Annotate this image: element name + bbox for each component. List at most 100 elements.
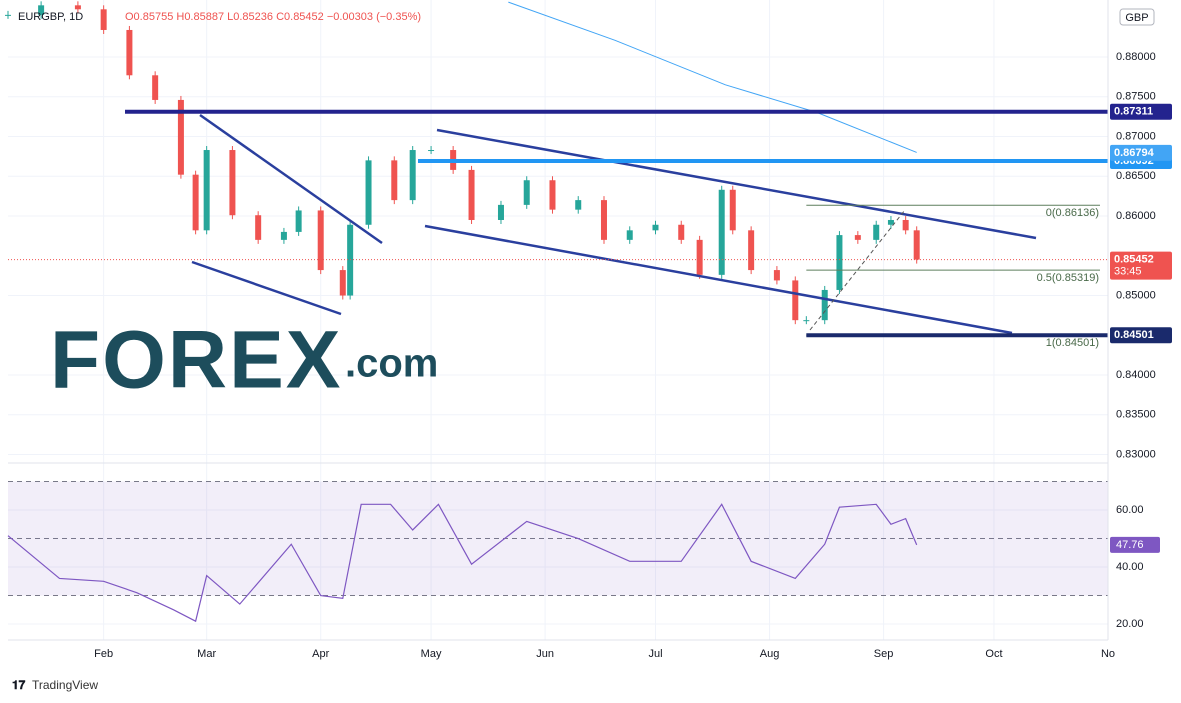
candle [729, 189, 736, 231]
y-tick-label: 0.83500 [1116, 409, 1156, 421]
fib-label: 0.5(0.85319) [1037, 272, 1099, 284]
candle [696, 239, 703, 275]
price-tag-label: 0.85452 [1114, 253, 1154, 265]
x-tick-label: Apr [312, 648, 329, 660]
candle [203, 150, 210, 231]
candle [152, 75, 159, 100]
ohlc: O0.85755 H0.85887 L0.85236 C0.85452 −0.0… [125, 11, 421, 23]
candle [549, 180, 556, 210]
candle [255, 215, 262, 240]
x-tick-label: Jul [648, 648, 662, 660]
y-tick-label: 0.84000 [1116, 369, 1156, 381]
trend-line [191, 260, 342, 316]
currency: GBP [1125, 12, 1148, 24]
rsi-tag-label: 47.76 [1116, 539, 1144, 551]
logo: FOREX [50, 315, 342, 406]
svg-text:𝟏𝟕: 𝟏𝟕 [12, 678, 26, 692]
rsi-tag [1110, 536, 1160, 553]
price-tag [1110, 103, 1172, 120]
trend-line [199, 113, 383, 245]
overlays: 0(0.86136) 0.5(0.85319) 1(0.84501) 0.87311 0… [8, 103, 1172, 553]
candle [365, 160, 372, 225]
candle [497, 204, 504, 220]
x-tick-label: Feb [94, 648, 113, 660]
candle [854, 235, 861, 240]
candle [409, 150, 416, 201]
candle [280, 231, 287, 240]
candle [748, 230, 755, 271]
candle [902, 219, 909, 231]
candle [718, 189, 725, 275]
candle [126, 29, 133, 76]
price-tag-label: 0.86794 [1114, 147, 1155, 159]
marks [5, 1, 920, 623]
x-tick-label: Oct [985, 648, 1002, 660]
candle [428, 150, 435, 152]
candle [575, 200, 582, 210]
candle [100, 9, 107, 30]
rsi-tick-label: 40.00 [1116, 561, 1144, 573]
candle [295, 210, 302, 232]
candle [792, 280, 799, 321]
candle [626, 230, 633, 240]
price-tag [1110, 327, 1172, 344]
candle [523, 180, 530, 205]
candle [74, 5, 81, 10]
candle [347, 224, 354, 296]
candle [600, 200, 607, 240]
candle [873, 224, 880, 240]
y-tick-label: 0.86500 [1116, 170, 1156, 182]
symbol: EURGBP, 1D [18, 11, 83, 23]
x-tick-label: No [1101, 648, 1115, 660]
footer: TradingView [32, 678, 98, 692]
logo-suffix: .com [345, 342, 438, 386]
candle [821, 289, 828, 321]
rsi-tick-label: 20.00 [1116, 618, 1144, 630]
candle [38, 5, 45, 15]
fib-label: 0(0.86136) [1046, 207, 1099, 219]
candle [5, 14, 11, 16]
price-tag [1110, 144, 1172, 161]
candle [317, 210, 324, 271]
rsi-tick-label: 60.00 [1116, 504, 1144, 516]
candle [391, 160, 398, 201]
rsi-band [8, 481, 1108, 596]
y-tick-label: 0.87000 [1116, 130, 1156, 142]
candle [339, 270, 346, 296]
candle [678, 224, 685, 240]
price-tag-label: 0.87311 [1114, 106, 1153, 118]
x-tick-label: Aug [760, 648, 780, 660]
x-tick-label: May [421, 648, 442, 660]
candle [177, 99, 184, 175]
y-tick-label: 0.86000 [1116, 210, 1156, 222]
y-tick-label: 0.85000 [1116, 289, 1156, 301]
candle [773, 270, 780, 281]
y-tick-label: 0.83000 [1116, 448, 1156, 460]
candle [468, 169, 475, 220]
x-tick-label: Mar [197, 648, 216, 660]
price-tag-label: 0.84501 [1114, 329, 1154, 341]
candle [229, 150, 236, 216]
candle [913, 230, 920, 260]
trend-line [424, 224, 1013, 335]
candle [652, 224, 659, 231]
fib-trend [809, 209, 906, 331]
fib-label: 1(0.84501) [1046, 337, 1099, 349]
x-tick-label: Sep [874, 648, 894, 660]
y-tick-label: 0.88000 [1116, 51, 1156, 63]
x-tick-label: Jun [536, 648, 554, 660]
y-tick-label: 0.87500 [1116, 91, 1156, 103]
candle [887, 219, 894, 225]
candle [192, 174, 199, 231]
trend-line [436, 128, 1037, 240]
rsi-line [7, 503, 918, 623]
trend-lines [191, 113, 1037, 335]
candle [836, 235, 843, 290]
sma-line [508, 1, 917, 153]
currency-box [1119, 8, 1155, 26]
price-tag [1110, 251, 1172, 280]
countdown: 33:45 [1114, 265, 1142, 277]
candle [803, 320, 810, 322]
